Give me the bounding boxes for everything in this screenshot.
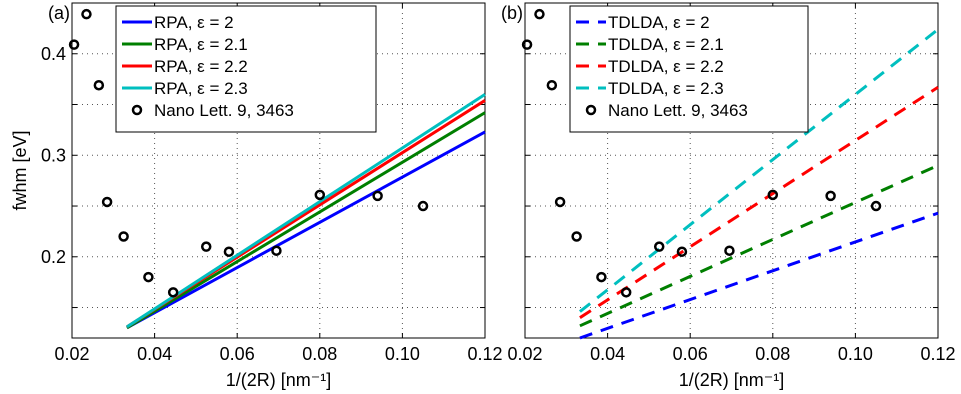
data-marker	[200, 241, 212, 252]
data-marker	[81, 8, 92, 20]
series-line-2	[579, 164, 939, 328]
legend-marker	[585, 104, 597, 116]
x-tick-label: 0.02	[507, 344, 542, 364]
x-tick-label: 0.12	[920, 344, 955, 364]
panel-a: 0.02 0.04 0.06 0.08 0.10 0.12 0.2 0.3 0.4 1/(2R) …	[10, 2, 503, 390]
y-tick-label: 0.2	[41, 247, 66, 267]
data-marker	[372, 190, 383, 202]
series-line-3	[579, 85, 939, 319]
y-tick-label: 0.3	[41, 145, 66, 165]
x-tick-label: 0.12	[467, 344, 502, 364]
data-marker	[521, 39, 533, 50]
plot-frame	[524, 2, 939, 339]
data-marker	[417, 200, 429, 212]
data-marker	[571, 231, 582, 242]
series-line-2	[126, 111, 486, 330]
data-marker	[825, 190, 836, 202]
legend-label: RPA, ε = 2.1	[154, 35, 248, 54]
data-marker	[620, 287, 632, 298]
x-tick-label: 0.10	[838, 344, 873, 364]
x-axis-label: 1/(2R) [nm⁻¹]	[226, 370, 332, 390]
x-axis-label: 1/(2R) [nm⁻¹]	[679, 370, 785, 390]
data-marker	[271, 245, 282, 256]
x-tick-label: 0.02	[54, 344, 89, 364]
x-tick-label: 0.08	[755, 344, 790, 364]
legend-label: RPA, ε = 2.2	[154, 57, 248, 76]
series-line-1	[126, 130, 486, 330]
data-marker	[653, 241, 665, 252]
legend-label: Nano Lett. 9, 3463	[154, 101, 294, 120]
legend-label: RPA, ε = 2	[154, 13, 234, 32]
legend-box	[569, 5, 809, 133]
legend-label: TDLDA, ε = 2.3	[608, 79, 724, 98]
x-tick-label: 0.08	[302, 344, 337, 364]
data-marker	[596, 271, 607, 283]
data-marker	[68, 39, 80, 50]
data-marker	[143, 271, 154, 283]
data-marker	[767, 189, 779, 201]
legend-label: TDLDA, ε = 2.2	[608, 57, 724, 76]
series-line-4	[579, 28, 939, 313]
data-marker	[167, 287, 179, 298]
data-marker	[314, 189, 326, 201]
panel-b: 0.02 0.04 0.06 0.08 0.10 0.12 1/(2R) [nm⁻¹] (b)…	[501, 2, 956, 390]
x-tick-label: 0.10	[385, 344, 420, 364]
data-marker	[534, 8, 545, 20]
y-axis-label: fwhm [eV]	[10, 130, 30, 210]
x-tick-label: 0.06	[673, 344, 708, 364]
legend-marker	[131, 104, 143, 116]
x-tick-label: 0.04	[590, 344, 625, 364]
y-tick-label: 0.4	[41, 44, 66, 64]
legend-label: TDLDA, ε = 2	[608, 13, 710, 32]
data-marker	[870, 200, 882, 212]
legend-label: TDLDA, ε = 2.1	[608, 35, 724, 54]
data-marker	[101, 196, 113, 208]
x-tick-label: 0.06	[220, 344, 255, 364]
series-line-1	[579, 211, 939, 340]
data-marker	[724, 245, 735, 256]
x-tick-label: 0.04	[137, 344, 172, 364]
data-marker	[554, 196, 566, 208]
data-marker	[223, 246, 235, 257]
panel-label: (a)	[48, 3, 70, 23]
series-line-4	[126, 93, 486, 329]
plot-frame	[71, 2, 486, 339]
panel-label: (b)	[501, 3, 523, 23]
data-marker	[93, 79, 105, 91]
data-marker	[676, 246, 688, 257]
data-marker	[118, 231, 129, 242]
data-marker	[546, 79, 558, 91]
legend-label: Nano Lett. 9, 3463	[608, 101, 748, 120]
legend-label: RPA, ε = 2.3	[154, 79, 248, 98]
legend-box	[115, 5, 377, 133]
